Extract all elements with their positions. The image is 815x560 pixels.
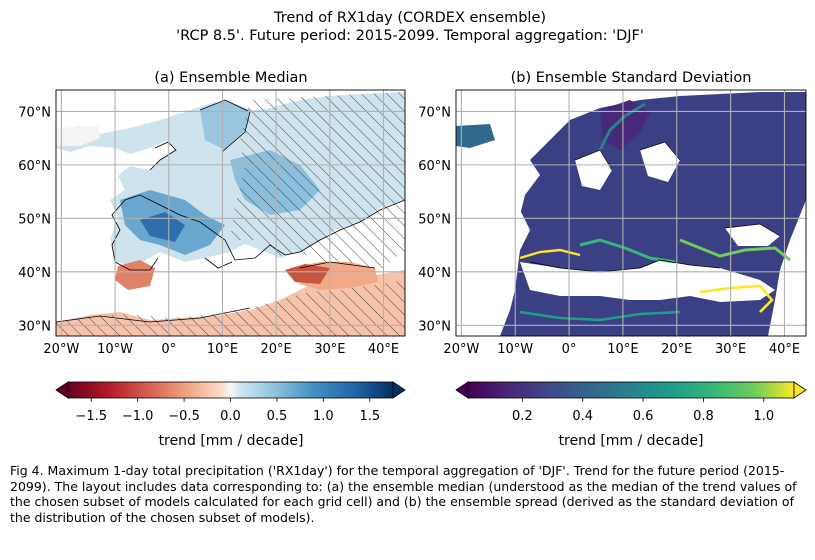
y-tick-label: 60°N <box>418 159 451 174</box>
colorbar-tick-label: 0.4 <box>572 409 593 424</box>
colorbar-a-bar <box>67 381 394 399</box>
x-tick-label: 20°W <box>443 342 479 357</box>
x-tick-label: 10°W <box>97 342 133 357</box>
y-tick-label: 70°N <box>418 105 451 120</box>
panel-a-frame <box>55 89 406 337</box>
panel-b-yticks: 30°N 40°N 50°N 60°N 70°N <box>418 105 451 334</box>
colorbar-b-bar <box>467 381 795 399</box>
panel-a-gridlines <box>56 90 405 336</box>
y-tick-label: 70°N <box>18 105 51 120</box>
panel-b-gridlines <box>456 90 806 336</box>
y-tick-label: 30°N <box>18 319 51 334</box>
panel-b-xticks: 20°W 10°W 0° 10°E 20°E 30°E 40°E <box>443 342 800 357</box>
suptitle-line-1: Trend of RX1day (CORDEX ensemble) <box>273 10 546 26</box>
panel-a-map <box>56 90 405 336</box>
x-tick-label: 0° <box>562 342 577 357</box>
x-tick-label: 10°E <box>207 342 238 357</box>
panel-b-coastline <box>529 141 781 273</box>
panel-b-band-alps <box>579 238 676 264</box>
colorbar-a-label: trend [mm / decade] <box>159 433 304 449</box>
y-tick-label: 40°N <box>18 266 51 281</box>
x-tick-label: 10°E <box>607 342 638 357</box>
colorbar-tick-label: 0.8 <box>693 409 714 424</box>
panel-b-map <box>456 90 806 336</box>
panel-a-red-core <box>285 264 330 284</box>
x-tick-label: 40°E <box>368 342 399 357</box>
panel-b-north-sea <box>575 150 612 190</box>
x-tick-label: 20°E <box>661 342 692 357</box>
colorbar-tick-label: 1.0 <box>313 409 334 424</box>
panel-a-blue-dark <box>140 212 185 242</box>
panel-b-scandinavia <box>600 100 650 150</box>
x-tick-label: 10°W <box>497 342 533 357</box>
colorbar-b: 0.2 0.4 0.6 0.8 1.0 trend [mm / decade] <box>455 381 807 449</box>
colorbar-tick-label: 0.6 <box>633 409 654 424</box>
panel-b-band-iberia <box>519 248 581 260</box>
colorbar-a-extend-low <box>55 381 69 399</box>
panel-a-yticks: 30°N 40°N 50°N 60°N 70°N <box>18 105 51 334</box>
figure-caption: Fig 4. Maximum 1-day total precipitation… <box>10 463 797 525</box>
colorbar-b-ticks: 0.2 0.4 0.6 0.8 1.0 <box>512 398 774 424</box>
colorbar-tick-label: 1.5 <box>359 409 380 424</box>
colorbar-a: −1.5 −1.0 −0.5 0.0 0.5 1.0 1.5 trend [mm / dec… <box>55 381 406 449</box>
panel-a-xticks: 20°W 10°W 0° 10°E 20°E 30°E 40°E <box>43 342 399 357</box>
panel-a-title: (a) Ensemble Median <box>154 70 307 86</box>
colorbar-a-extend-high <box>392 381 406 399</box>
y-tick-label: 60°N <box>18 159 51 174</box>
panel-b-nw-land <box>456 124 495 148</box>
colorbar-tick-label: 1.0 <box>753 409 774 424</box>
panel-a-hatching-south <box>56 280 405 336</box>
panel-a-nw-land <box>56 126 100 146</box>
x-tick-label: 0° <box>161 342 176 357</box>
panel-b-band-anatolia <box>699 284 774 313</box>
colorbar-tick-label: 0.2 <box>512 409 533 424</box>
suptitle-line-2: 'RCP 8.5'. Future period: 2015-2099. Tem… <box>176 28 644 44</box>
panel-b-band-south <box>519 310 681 322</box>
panel-b-band-norway <box>598 102 646 151</box>
panel-b-frame <box>455 89 807 337</box>
panel-b-black-sea <box>725 224 780 246</box>
x-tick-label: 40°E <box>769 342 800 357</box>
colorbar-a-ticks: −1.5 −1.0 −0.5 0.0 0.5 1.0 1.5 <box>75 398 380 424</box>
colorbar-tick-label: −1.0 <box>122 409 154 424</box>
colorbar-tick-label: 0.5 <box>267 409 288 424</box>
y-tick-label: 40°N <box>418 266 451 281</box>
panel-b-atlantic <box>456 150 540 336</box>
colorbar-b-extend-low <box>455 381 469 399</box>
x-tick-label: 20°W <box>43 342 79 357</box>
y-tick-label: 50°N <box>18 212 51 227</box>
colorbar-b-label: trend [mm / decade] <box>559 433 704 449</box>
colorbar-tick-label: 0.0 <box>220 409 241 424</box>
panel-a-scandinavia <box>200 100 250 150</box>
colorbar-tick-label: −1.5 <box>75 409 107 424</box>
x-tick-label: 30°E <box>715 342 746 357</box>
y-tick-label: 30°N <box>418 319 451 334</box>
y-tick-label: 50°N <box>418 212 451 227</box>
colorbar-tick-label: −0.5 <box>168 409 200 424</box>
x-tick-label: 20°E <box>261 342 292 357</box>
panel-a-hatching <box>230 92 405 270</box>
panel-b-baltic <box>640 142 680 182</box>
x-tick-label: 30°E <box>314 342 345 357</box>
colorbar-b-extend-high <box>793 381 807 399</box>
panel-b-band-balkans <box>679 238 791 262</box>
panel-b-title: (b) Ensemble Standard Deviation <box>511 70 752 86</box>
